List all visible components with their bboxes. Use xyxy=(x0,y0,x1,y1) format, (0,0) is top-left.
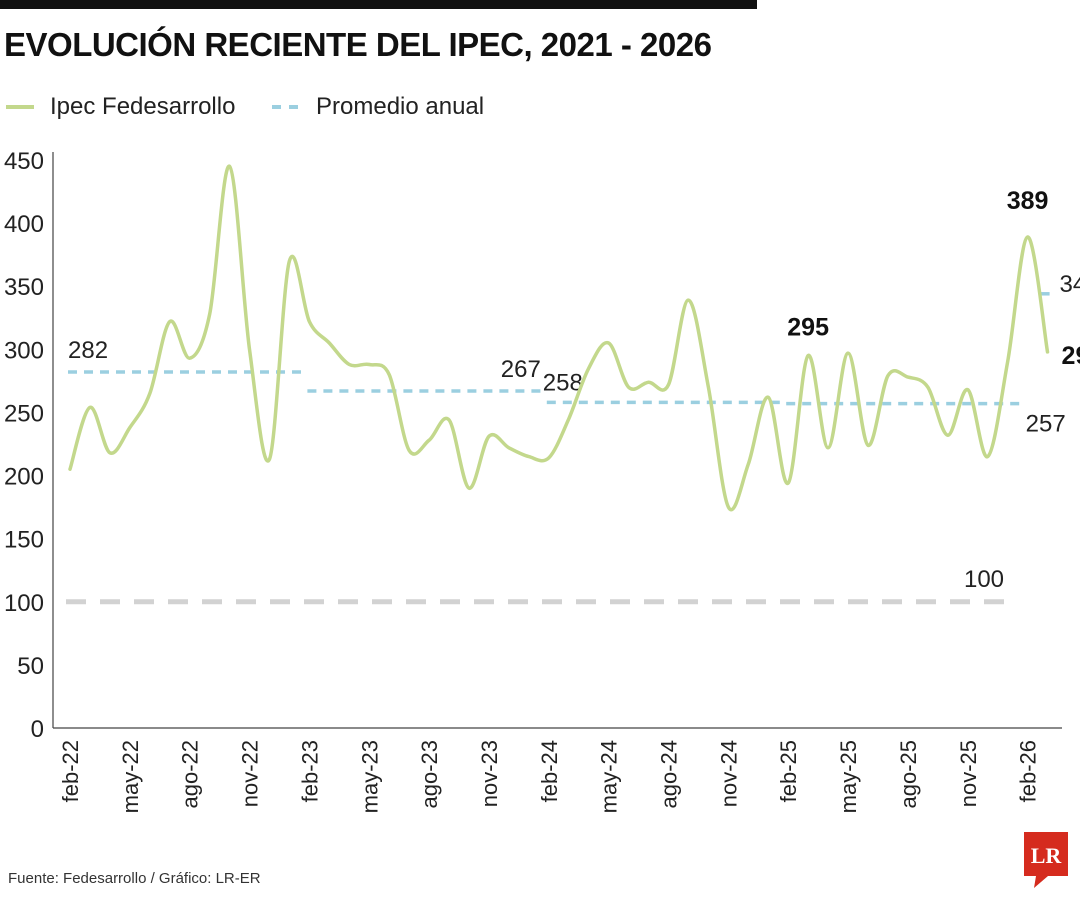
x-tick-label: nov-24 xyxy=(716,740,741,807)
x-tick-label: ago-23 xyxy=(417,740,442,809)
legend-label-series: Ipec Fedesarrollo xyxy=(50,93,236,120)
average-label: 344 xyxy=(1060,271,1080,298)
y-tick-label: 100 xyxy=(4,590,44,617)
lr-logo-badge xyxy=(1024,832,1068,888)
x-tick-label: nov-23 xyxy=(477,740,502,807)
x-tick-label: nov-25 xyxy=(956,740,981,807)
x-tick-label: may-24 xyxy=(597,740,622,813)
x-tick-label: feb-24 xyxy=(537,740,562,802)
series-line-ipec xyxy=(68,164,1050,512)
data-label-highlight: 389 xyxy=(1007,187,1049,215)
x-tick-label: may-23 xyxy=(357,740,382,813)
y-tick-label: 200 xyxy=(4,464,44,491)
average-label: 267 xyxy=(501,356,541,383)
average-label: 257 xyxy=(1026,411,1066,438)
y-tick-label: 350 xyxy=(4,274,44,301)
x-tick-label: may-22 xyxy=(118,740,143,813)
y-tick-label: 450 xyxy=(4,148,44,175)
average-label: 282 xyxy=(68,337,108,364)
reference-line-label: 100 xyxy=(964,566,1004,593)
y-tick-label: 250 xyxy=(4,400,44,427)
y-tick-label: 400 xyxy=(4,211,44,238)
legend-swatch-series xyxy=(6,105,34,109)
legend-item-average: Promedio anual xyxy=(272,90,484,124)
y-tick-label: 0 xyxy=(31,716,44,743)
data-label-highlight: 298 xyxy=(1062,342,1080,370)
page-title: EVOLUCIÓN RECIENTE DEL IPEC, 2021 - 2026 xyxy=(4,26,712,63)
legend-item-series: Ipec Fedesarrollo xyxy=(6,90,235,124)
legend-label-average: Promedio anual xyxy=(316,93,485,120)
y-tick-label: 300 xyxy=(4,337,44,364)
y-tick-label: 150 xyxy=(4,527,44,554)
ipec-line-chart: 0 50 100 150 200 250 300 350 400 450 feb-22 may-22 a… xyxy=(4,148,1080,813)
x-tick-label: ago-24 xyxy=(657,740,682,809)
header-bar xyxy=(0,0,757,9)
x-tick-label: feb-26 xyxy=(1016,740,1041,802)
x-tick-label: feb-25 xyxy=(776,740,801,802)
x-tick-label: may-25 xyxy=(836,740,861,813)
legend-swatch-average xyxy=(272,105,300,109)
average-label: 258 xyxy=(543,369,583,396)
legend: Ipec Fedesarrollo Promedio anual xyxy=(6,90,706,124)
x-tick-label: nov-22 xyxy=(238,740,263,807)
lr-logo-text: LR xyxy=(1031,843,1063,868)
data-label-highlight: 295 xyxy=(787,314,829,342)
source-note: Fuente: Fedesarrollo / Gráfico: LR-ER xyxy=(8,870,261,887)
lr-logo: LR xyxy=(1024,832,1068,888)
x-tick-label: feb-23 xyxy=(297,740,322,802)
x-tick-label: ago-22 xyxy=(178,740,203,809)
x-tick-label: feb-22 xyxy=(58,740,83,802)
x-tick-label: ago-25 xyxy=(896,740,921,809)
y-tick-label: 50 xyxy=(17,653,44,680)
